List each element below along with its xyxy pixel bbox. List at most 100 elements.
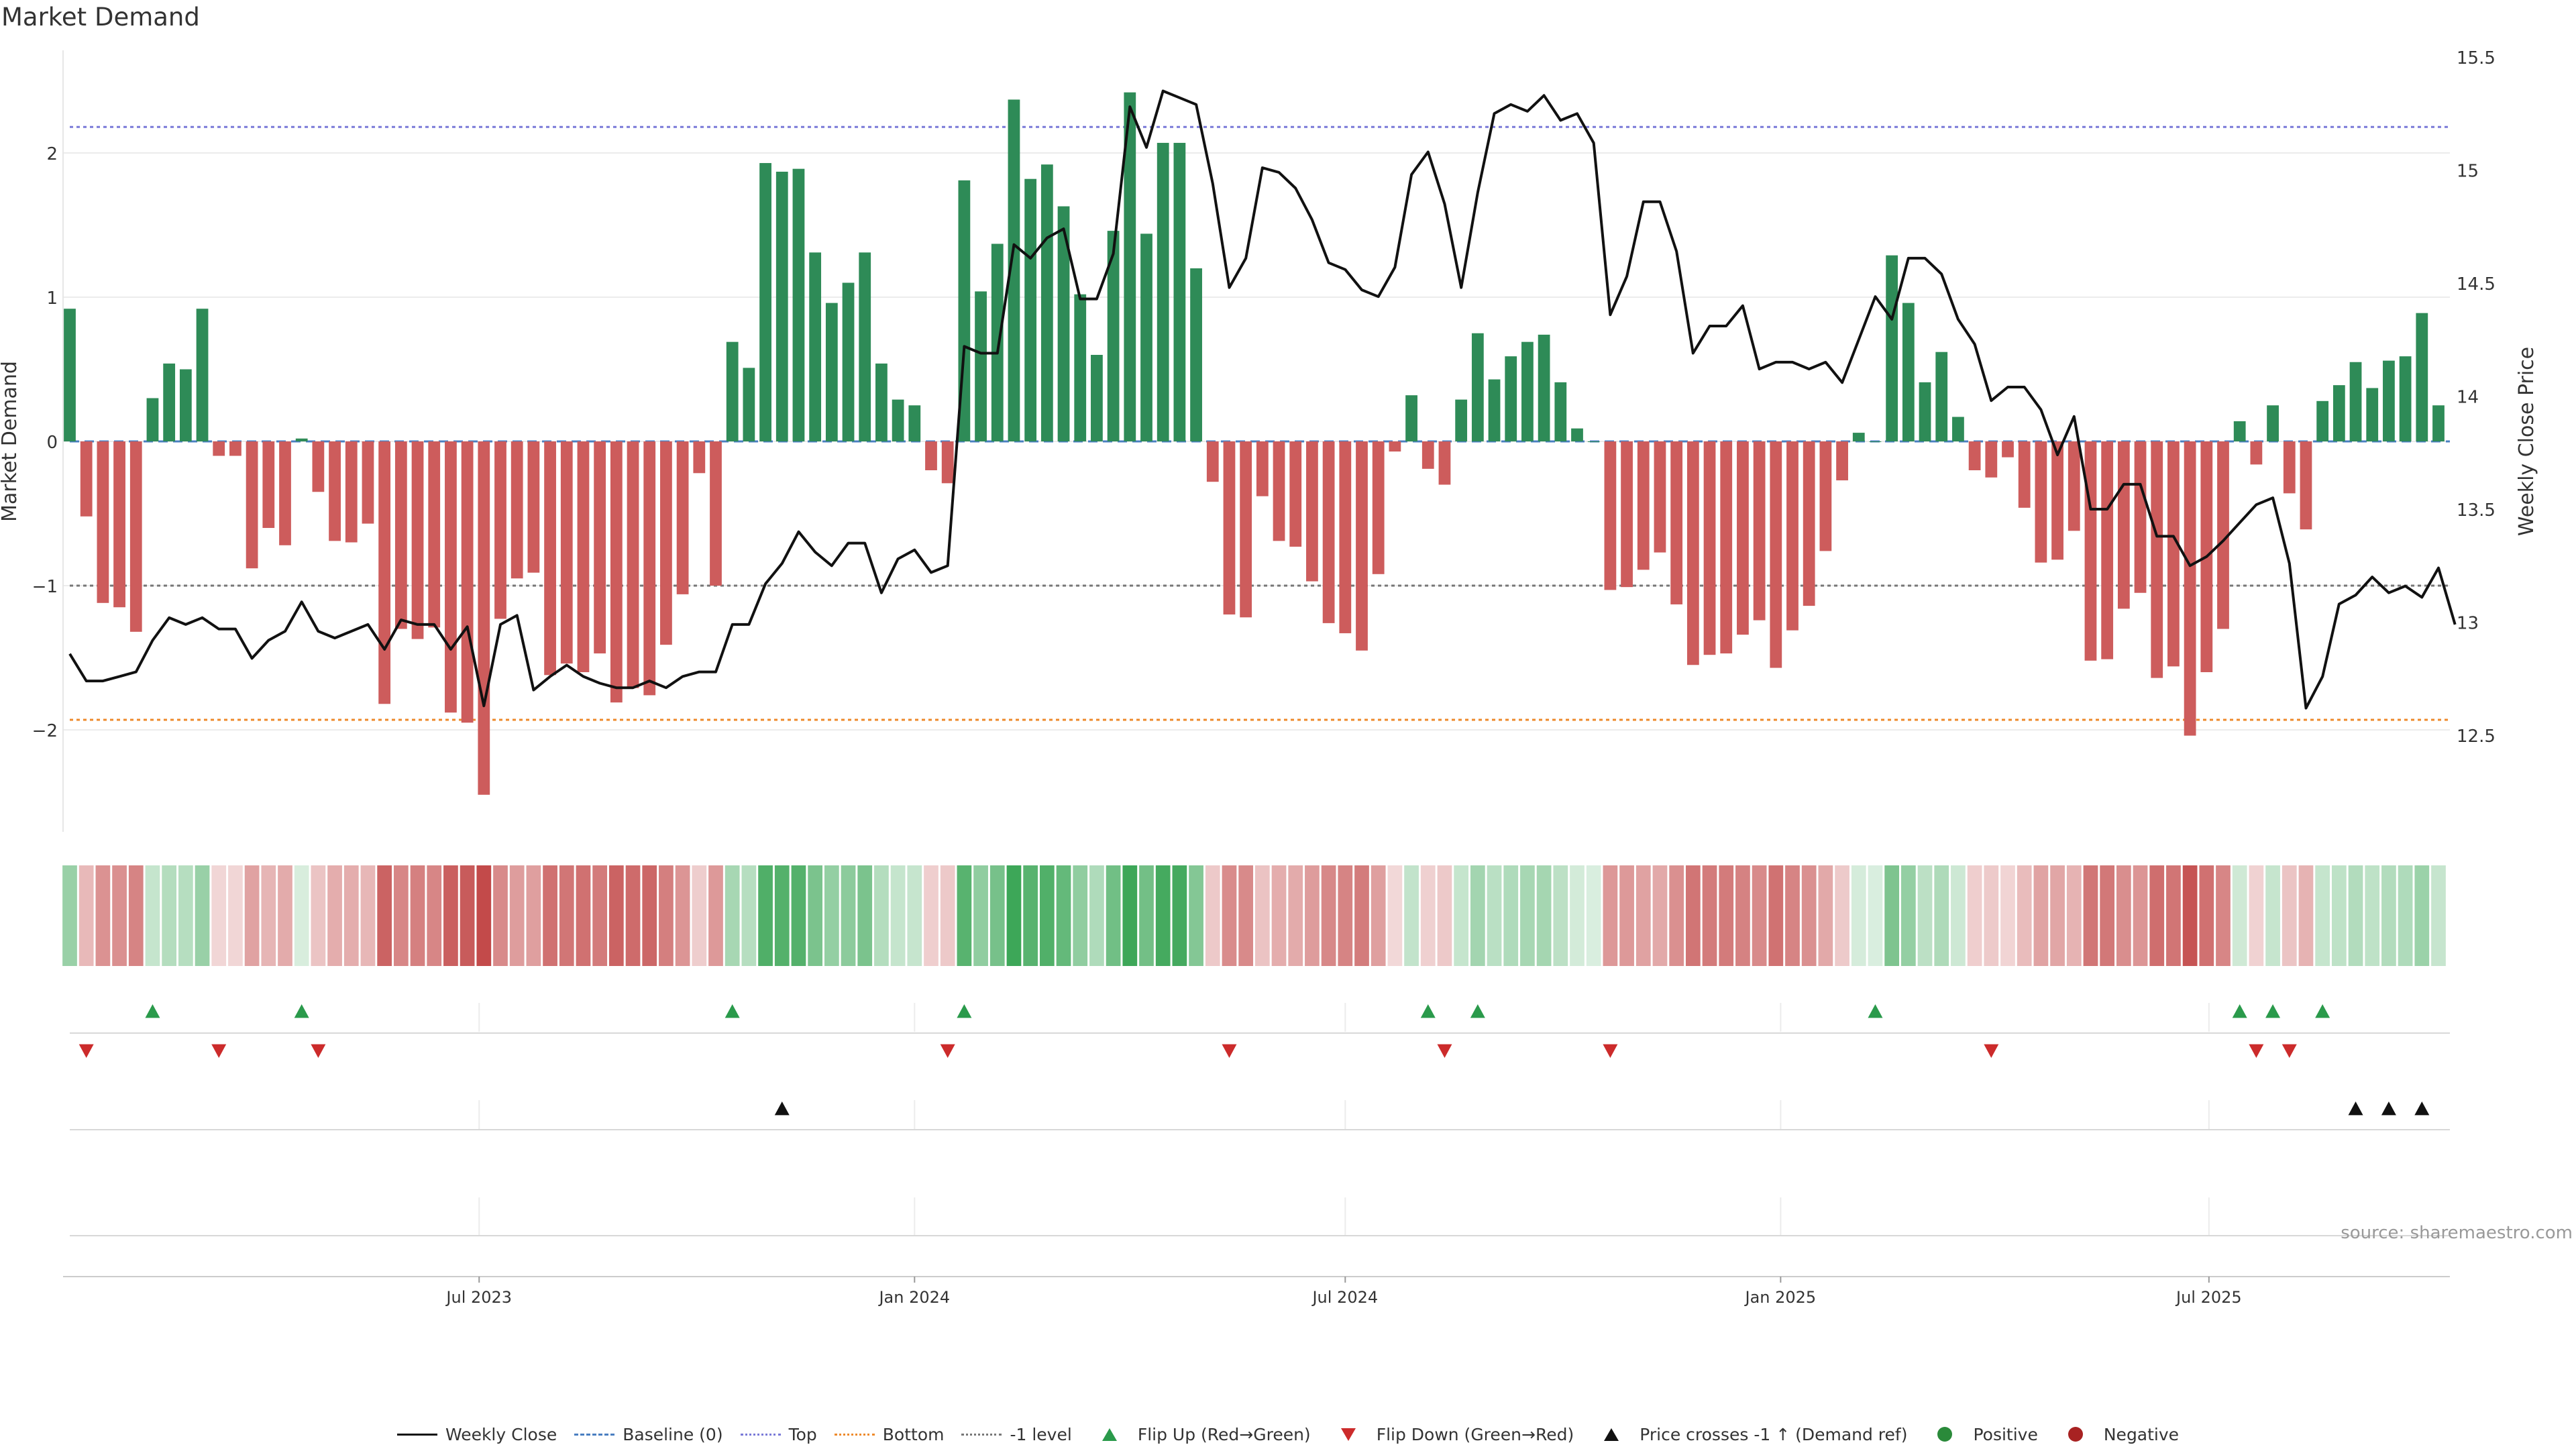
positive-bar — [842, 282, 855, 441]
heat-cell — [1122, 865, 1138, 966]
y-tick-label: −1 — [32, 577, 58, 597]
solid-line-icon — [396, 1426, 437, 1442]
price-line-layer — [68, 89, 2457, 710]
heat-cell — [460, 865, 475, 966]
heat-cell — [2249, 865, 2264, 966]
flip-down-marker — [940, 1044, 955, 1058]
flip-up-marker — [1420, 1004, 1436, 1018]
positive-bar — [1107, 231, 1120, 441]
y2-tick-label: 13.5 — [2457, 500, 2496, 521]
y2-tick-label: 14 — [2457, 388, 2479, 408]
positive-bar — [1505, 356, 1517, 441]
flip-up-marker — [1470, 1004, 1485, 1018]
legend-item: Baseline (0) — [574, 1425, 723, 1444]
positive-bar — [163, 363, 176, 441]
price-cross-marker — [2414, 1102, 2430, 1116]
negative-bar — [279, 441, 291, 545]
flip-up-marker — [724, 1004, 740, 1018]
y-tick-label: −2 — [32, 721, 58, 741]
heat-cell — [576, 865, 591, 966]
negative-bar — [511, 441, 523, 579]
positive-bar — [2399, 356, 2412, 441]
x-tick-label: Jul 2023 — [445, 1288, 512, 1307]
flip-up-marker — [145, 1004, 160, 1018]
negative-bar — [1438, 441, 1451, 485]
heat-cell — [1205, 865, 1220, 966]
negative-bar — [941, 441, 954, 484]
positive-bar — [991, 244, 1004, 441]
heat-cell — [211, 865, 227, 966]
heat-cell — [1934, 865, 1949, 966]
negative-bar — [2035, 441, 2047, 563]
heat-cell — [1321, 865, 1336, 966]
heat-cell — [2050, 865, 2065, 966]
x-tick-label: Jan 2025 — [1744, 1288, 1817, 1307]
heat-cell — [2365, 865, 2380, 966]
flip-up-marker — [2265, 1004, 2281, 1018]
positive-bar — [1140, 233, 1152, 441]
heat-cell — [1470, 865, 1485, 966]
flip-down-marker — [311, 1044, 326, 1058]
positive-bar — [809, 252, 822, 441]
heat-cell — [360, 865, 376, 966]
heat-cell — [1520, 865, 1535, 966]
legend-label: Flip Up (Red→Green) — [1137, 1424, 1311, 1444]
heat-cell — [343, 865, 359, 966]
flip-down-marker — [1437, 1044, 1452, 1058]
event-markers — [78, 1004, 2430, 1116]
legend-item: Flip Up (Red→Green) — [1089, 1425, 1311, 1444]
heat-cell — [1635, 865, 1651, 966]
y2-tick-label: 13 — [2457, 614, 2479, 634]
heat-cell — [1785, 865, 1800, 966]
heat-cell — [2331, 865, 2347, 966]
positive-bar — [196, 309, 209, 441]
positive-bar — [2316, 400, 2329, 441]
x-tick-label: Jan 2024 — [877, 1288, 950, 1307]
positive-bar — [1091, 355, 1103, 441]
heat-cell — [2232, 865, 2247, 966]
heat-cell — [427, 865, 442, 966]
heat-cell — [2431, 865, 2446, 966]
heat-cell — [294, 865, 309, 966]
legend-label: -1 level — [1010, 1424, 1072, 1444]
heat-cell — [526, 865, 541, 966]
heat-cell — [2265, 865, 2280, 966]
dotted-line-purple-icon — [740, 1426, 781, 1442]
heat-cell — [1984, 865, 1999, 966]
triangle-up-green-icon — [1102, 1428, 1117, 1441]
heat-cell — [2149, 865, 2165, 966]
negative-bar — [1356, 441, 1368, 651]
positive-bar — [1405, 395, 1417, 441]
heat-cell — [2133, 865, 2148, 966]
negative-bar — [2217, 441, 2229, 629]
positive-bar — [875, 363, 888, 441]
heat-cell — [1271, 865, 1287, 966]
positive-bar — [775, 171, 788, 441]
positive-bar — [1124, 92, 1136, 441]
heat-cell — [2315, 865, 2330, 966]
negative-bar — [461, 441, 474, 723]
positive-bar — [1008, 99, 1020, 441]
heat-cell — [608, 865, 624, 966]
heat-cell — [2166, 865, 2181, 966]
heat-cell — [2348, 865, 2363, 966]
heat-cell — [1835, 865, 1849, 966]
heat-cell — [708, 865, 723, 966]
heat-cell — [2398, 865, 2413, 966]
heat-cell — [195, 865, 210, 966]
y2-tick-label: 14.5 — [2457, 274, 2496, 294]
heat-cell — [1288, 865, 1303, 966]
heat-cell — [758, 865, 773, 966]
price-cross-marker — [774, 1102, 790, 1116]
positive-bar — [859, 252, 871, 441]
negative-bar — [1786, 441, 1799, 631]
flip-up-marker — [2232, 1004, 2247, 1018]
negative-bar — [1240, 441, 1252, 618]
y-tick-label: 0 — [46, 433, 58, 453]
flip-down-marker — [1603, 1044, 1618, 1058]
positive-bar — [2366, 388, 2379, 441]
negative-bar — [1819, 441, 1832, 551]
legend-item: Top — [740, 1425, 817, 1444]
negative-bar — [113, 441, 125, 608]
positive-bar — [1538, 334, 1550, 441]
